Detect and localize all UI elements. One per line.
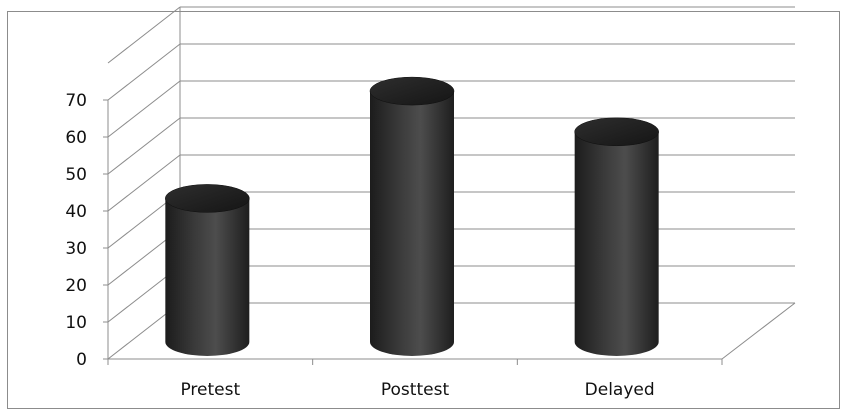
side-gridline (107, 6, 181, 64)
bar-pretest (165, 184, 250, 356)
bar-posttest (369, 76, 455, 356)
y-tick-label: 0 (76, 350, 87, 370)
side-gridline (107, 117, 181, 175)
y-axis-ticks: 0 10 20 30 40 50 60 70 (65, 91, 108, 370)
y-tick-label: 60 (65, 128, 87, 148)
x-category-label: Pretest (180, 380, 240, 400)
y-tick-label: 30 (65, 239, 87, 259)
gridlines (107, 6, 795, 360)
side-gridline (107, 80, 181, 138)
y-tick-label: 20 (65, 276, 87, 296)
y-tick-label: 40 (65, 202, 87, 222)
bar-body (165, 198, 250, 356)
y-tick-label: 70 (65, 91, 87, 111)
x-axis-labels: Pretest Posttest Delayed (180, 380, 654, 400)
side-gridline (107, 154, 181, 212)
floor-right-edge (721, 302, 796, 360)
bar-body (370, 91, 454, 356)
bar-top-cap (165, 184, 250, 213)
x-category-label: Delayed (585, 380, 655, 400)
bar-body (574, 131, 659, 356)
axes (107, 100, 796, 365)
bars (165, 76, 659, 356)
y-tick-label: 10 (65, 313, 87, 333)
bar-top-cap (574, 117, 659, 147)
bar-top-cap (369, 76, 455, 106)
side-gridline (107, 43, 181, 101)
bar-delayed (574, 117, 659, 356)
y-tick-label: 50 (65, 165, 87, 185)
x-category-label: Posttest (381, 380, 450, 400)
